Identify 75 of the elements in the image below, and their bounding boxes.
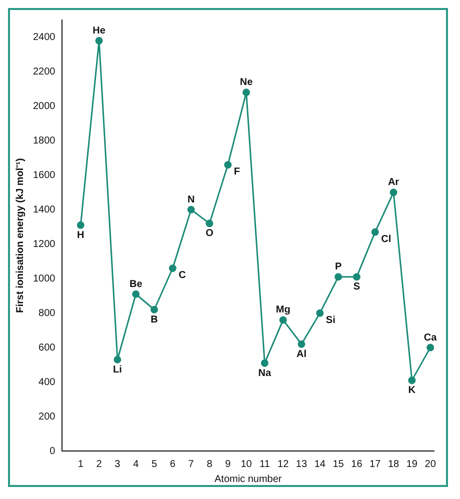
annotation: Si (326, 314, 336, 326)
point (132, 290, 140, 298)
point (206, 220, 214, 228)
point (187, 206, 195, 214)
x-tick-label: 9 (225, 458, 232, 470)
x-tick-label: 15 (332, 458, 344, 470)
annotation: P (334, 262, 342, 273)
x-tick-label: 20 (424, 458, 436, 470)
x-tick-label: 5 (151, 458, 158, 470)
x-tick-label: 12 (278, 458, 290, 470)
annotation: He (92, 25, 106, 36)
y-tick-label: 600 (38, 342, 56, 354)
x-tick-label: 7 (188, 458, 194, 470)
annotation: Li (113, 364, 122, 376)
y-tick-label: 1400 (32, 204, 56, 216)
y-tick-label: 400 (38, 376, 56, 388)
x-tick-label: 4 (133, 458, 140, 470)
point (260, 359, 268, 367)
point (352, 273, 360, 281)
point (390, 188, 398, 196)
annotation: Be (129, 278, 143, 290)
point (150, 306, 158, 314)
x-tick-label: 2 (96, 458, 102, 470)
y-tick-label: 1800 (32, 135, 56, 146)
x-tick-label: 10 (240, 458, 252, 470)
annotation: F (234, 166, 240, 178)
annotation: K (408, 385, 416, 396)
x-tick-label: 13 (296, 458, 308, 470)
point (298, 340, 306, 348)
y-tick-label: 1200 (32, 238, 56, 250)
x-tick-label: 6 (170, 458, 176, 470)
x-tick-label: 11 (259, 458, 270, 470)
y-axis-title: First ionisation energy (kJ mol⁻¹) (14, 158, 26, 313)
x-tick-label: 1 (78, 458, 84, 470)
x-tick-label: 17 (370, 458, 382, 470)
x-tick-label: 19 (406, 458, 418, 470)
x-tick-label: 8 (206, 458, 213, 470)
y-tick-label: 1000 (32, 273, 56, 284)
point (242, 88, 250, 96)
point (224, 161, 232, 169)
annotation: N (187, 194, 195, 206)
point (371, 228, 379, 236)
y-tick-label: 0 (50, 446, 56, 457)
x-tick-label: 14 (314, 458, 326, 470)
annotation: Al (296, 348, 307, 360)
annotation: O (206, 228, 214, 240)
y-tick-label: 1600 (32, 170, 56, 181)
y-tick-label: 2200 (32, 66, 56, 78)
annotation: Na (258, 368, 272, 379)
point (316, 309, 324, 317)
point (426, 344, 434, 352)
point (408, 376, 416, 384)
point (76, 221, 84, 229)
annotation: Ne (240, 77, 254, 88)
annotation: Cl (381, 234, 392, 245)
annotation: Mg (276, 304, 290, 316)
x-axis-title: Atomic number (214, 474, 282, 485)
x-tick-label: 16 (351, 458, 363, 470)
annotation: Ca (424, 332, 438, 344)
point (334, 273, 342, 281)
annotation: S (353, 282, 360, 293)
annotation: H (77, 230, 84, 241)
point (95, 36, 103, 44)
point (114, 356, 122, 364)
annotation: C (178, 270, 186, 282)
point (279, 316, 287, 324)
point (168, 264, 176, 272)
x-tick-label: 18 (388, 458, 400, 470)
y-tick-label: 2000 (32, 100, 56, 112)
y-tick-label: 800 (38, 308, 56, 319)
annotation: Ar (388, 177, 400, 188)
y-tick-label: 200 (38, 411, 56, 422)
annotation: B (150, 314, 158, 326)
x-tick-label: 3 (114, 458, 121, 470)
y-tick-label: 2400 (32, 32, 56, 43)
